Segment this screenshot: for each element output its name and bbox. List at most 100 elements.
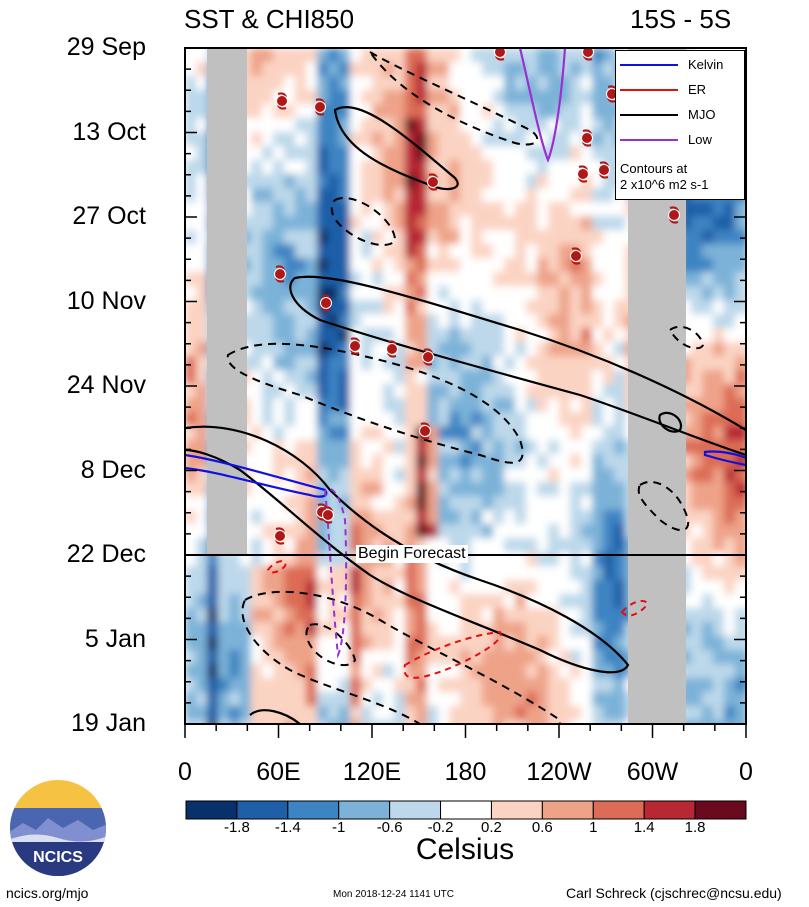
sst-cell [427,328,440,344]
sst-cell [460,90,473,106]
sst-cell [361,202,374,218]
sst-cell [405,244,418,260]
sst-cell [724,538,737,554]
sst-cell [361,524,374,540]
colorbar-swatch [287,800,340,820]
sst-cell [724,594,737,610]
sst-cell [273,454,286,470]
sst-cell [570,216,583,232]
cyclone-icon [582,48,594,61]
colorbar-swatch [592,800,645,820]
sst-cell [570,566,583,582]
sst-cell [471,76,484,92]
sst-cell [515,454,528,470]
sst-cell [713,384,726,400]
sst-cell [350,440,363,456]
sst-cell [504,104,517,120]
sst-cell [361,650,374,666]
sst-cell [526,202,539,218]
sst-cell [581,538,594,554]
sst-cell [229,566,242,582]
colorbar-swatch [440,800,492,820]
sst-cell [504,286,517,302]
sst-cell [284,622,297,638]
sst-cell [548,342,561,358]
sst-cell [515,412,528,428]
sst-cell [603,678,616,694]
sst-cell [526,216,539,232]
sst-cell [394,314,407,330]
sst-cell [328,188,341,204]
sst-cell [581,440,594,456]
sst-cell [185,566,198,582]
sst-cell [438,454,451,470]
sst-cell [361,244,374,260]
sst-cell [493,608,506,624]
sst-cell [526,580,539,596]
cyclone-icon [274,527,286,545]
sst-cell [416,440,429,456]
sst-cell [372,580,385,596]
sst-cell [493,720,506,724]
sst-cell [306,146,319,162]
sst-cell [317,692,330,708]
sst-cell [515,146,528,162]
sst-cell [570,132,583,148]
sst-cell [229,678,242,694]
sst-cell [306,244,319,260]
sst-cell [328,524,341,540]
sst-cell [416,524,429,540]
sst-cell [306,496,319,512]
sst-cell [284,272,297,288]
sst-cell [460,104,473,120]
sst-cell [383,244,396,260]
sst-cell [372,174,385,190]
sst-cell [724,244,737,260]
low-dashed-contour [324,487,348,659]
sst-cell [372,454,385,470]
sst-cell [383,468,396,484]
sst-cell [273,76,286,92]
sst-cell [548,510,561,526]
sst-cell [614,244,627,260]
sst-cell [251,580,264,596]
sst-cell [570,230,583,246]
sst-cell [273,188,286,204]
sst-cell [614,440,627,456]
sst-cell [317,664,330,680]
sst-cell [449,720,462,724]
sst-cell [306,412,319,428]
sst-cell [482,48,495,64]
sst-cell [416,398,429,414]
sst-cell [284,538,297,554]
sst-cell [713,678,726,694]
sst-cell [405,384,418,400]
sst-cell [702,202,715,218]
sst-cell [251,202,264,218]
sst-cell [449,342,462,358]
sst-cell [537,580,550,596]
sst-cell [405,160,418,176]
sst-cell [317,258,330,274]
sst-cell [603,286,616,302]
sst-cell [262,48,275,64]
sst-cell [504,342,517,358]
sst-cell [449,132,462,148]
sst-cell [548,398,561,414]
sst-cell [724,356,737,372]
sst-cell [295,496,308,512]
sst-cell [537,286,550,302]
sst-cell [592,118,605,134]
sst-cell [570,482,583,498]
sst-cell [350,510,363,526]
sst-cell [526,496,539,512]
sst-cell [284,636,297,652]
sst-cell [405,496,418,512]
sst-cell [581,188,594,204]
x-tick-label: 0 [739,758,753,786]
sst-cell [449,496,462,512]
sst-cell [570,664,583,680]
sst-cell [328,370,341,386]
sst-cell [262,692,275,708]
sst-cell [724,300,737,316]
